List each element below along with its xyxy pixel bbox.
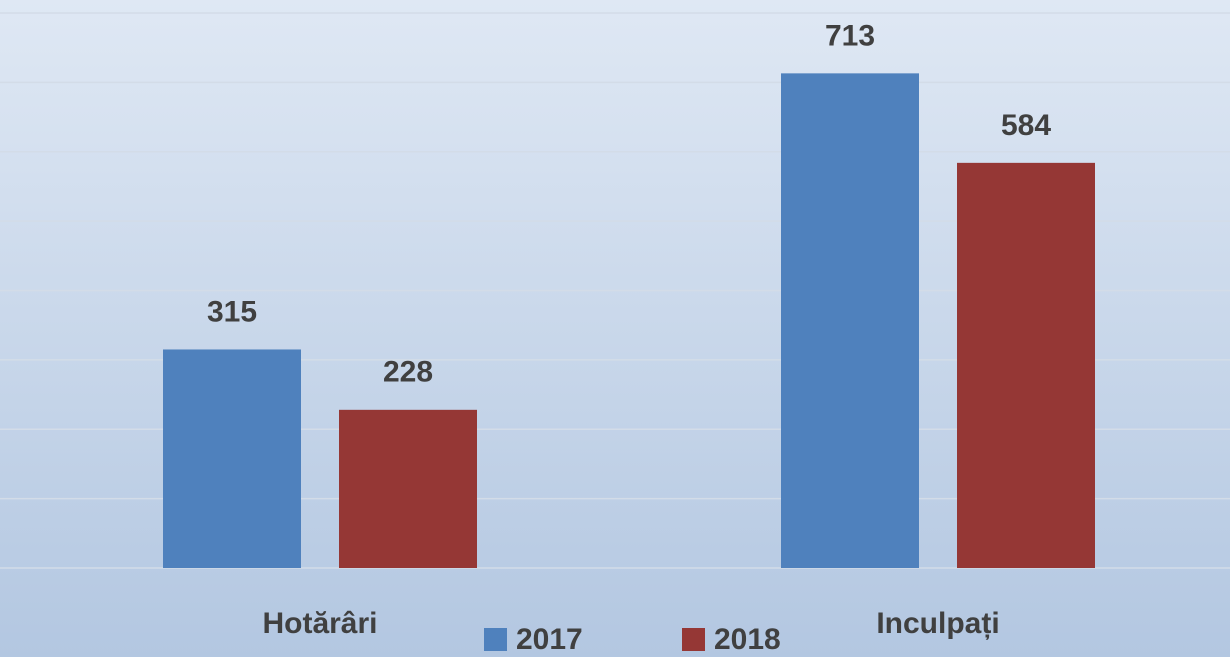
- data-label: 228: [383, 356, 433, 389]
- bar: [957, 162, 1095, 568]
- x-tick-label: Hotărâri: [262, 607, 377, 640]
- bar: [163, 349, 301, 568]
- legend-swatch: [484, 628, 507, 651]
- bar: [339, 409, 477, 568]
- legend-swatch: [682, 628, 705, 651]
- bar: [781, 73, 919, 568]
- data-label: 584: [1001, 109, 1051, 142]
- data-label: 315: [207, 295, 257, 328]
- x-tick-label: Inculpați: [876, 607, 999, 640]
- legend-label: 2017: [516, 623, 583, 656]
- data-label: 713: [825, 19, 875, 52]
- legend-label: 2018: [714, 623, 781, 656]
